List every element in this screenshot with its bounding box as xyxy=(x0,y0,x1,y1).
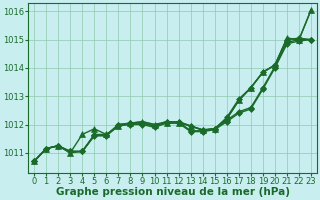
X-axis label: Graphe pression niveau de la mer (hPa): Graphe pression niveau de la mer (hPa) xyxy=(56,187,290,197)
